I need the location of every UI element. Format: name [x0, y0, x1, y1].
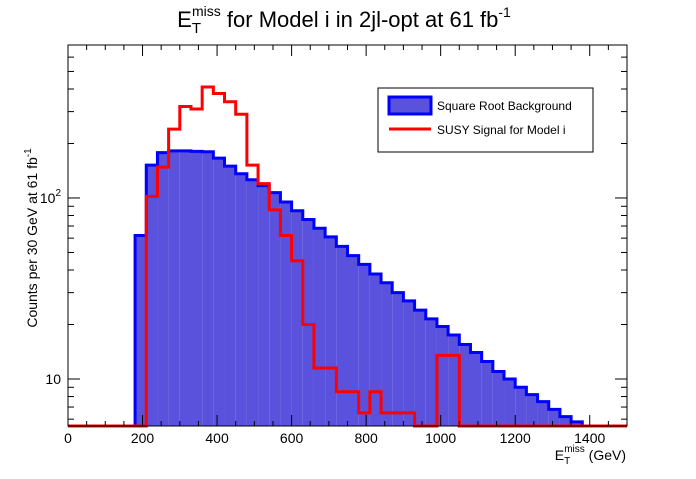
- background-bar: [280, 202, 292, 426]
- x-axis-label: ETmiss (GeV): [555, 444, 626, 467]
- background-bar: [470, 352, 482, 426]
- background-bar: [369, 274, 382, 426]
- title-rest: for Model i in 2jl-opt at 61 fb: [221, 7, 499, 32]
- background-bar: [559, 416, 572, 426]
- background-bar: [291, 210, 303, 426]
- title-sup: miss: [192, 3, 221, 19]
- x-tick-label: 1200: [500, 430, 531, 446]
- xlabel-sup: miss: [564, 444, 585, 455]
- x-tick-label: 600: [280, 430, 304, 446]
- background-bar: [571, 421, 583, 426]
- background-bar: [302, 219, 314, 426]
- y-tick-100-exp: 2: [55, 188, 61, 199]
- background-bar: [526, 394, 538, 426]
- background-bar: [235, 173, 247, 426]
- background-bar: [213, 158, 225, 426]
- title-main: E: [177, 7, 192, 32]
- xlabel-main: E: [555, 447, 564, 463]
- background-bar: [179, 150, 191, 427]
- x-tick-label: 0: [64, 430, 72, 446]
- chart-title: ETmiss for Model i in 2jl-opt at 61 fb-1: [177, 3, 511, 37]
- plot-layer: 0 200 400 600 800 1000 1200 1400: [64, 44, 628, 446]
- background-bar: [135, 235, 147, 426]
- background-bar: [392, 292, 404, 426]
- title-rest-sup: -1: [498, 4, 511, 20]
- x-tick-label: 800: [354, 430, 378, 446]
- background-bar: [157, 152, 169, 426]
- background-bar: [459, 344, 471, 426]
- background-bar: [224, 166, 236, 426]
- background-bar: [537, 401, 549, 426]
- background-bar: [436, 326, 449, 426]
- background-bar: [246, 179, 259, 426]
- background-bar: [515, 387, 527, 426]
- background-bar: [403, 300, 415, 426]
- title-sub: T: [192, 20, 201, 37]
- background-bar: [258, 185, 270, 426]
- background-bar: [336, 246, 348, 426]
- background-bar: [381, 282, 393, 426]
- legend-label-signal: SUSY Signal for Model i: [437, 123, 566, 137]
- background-bar: [358, 264, 370, 426]
- background-bar: [425, 318, 437, 426]
- legend: Square Root Background SUSY Signal for M…: [377, 87, 594, 153]
- background-bar: [347, 255, 359, 426]
- background-bar: [504, 379, 516, 426]
- background-bar: [481, 361, 493, 426]
- y-tick-label-10: 10: [45, 371, 61, 387]
- xlabel-rest: (GeV): [585, 447, 626, 463]
- xlabel-sub: T: [564, 456, 570, 467]
- background-bar: [313, 228, 326, 426]
- background-bar: [190, 151, 203, 426]
- background-bar: [325, 236, 337, 426]
- x-tick-label: 200: [131, 430, 155, 446]
- background-bar: [414, 310, 426, 426]
- legend-swatch-background: [387, 95, 433, 116]
- x-tick-label: 1000: [425, 430, 456, 446]
- background-bar: [202, 151, 214, 426]
- background-bar: [168, 150, 180, 427]
- y-axis-label: Counts per 30 GeV at 61 fb-1: [23, 148, 40, 328]
- background-bar: [448, 335, 460, 426]
- x-tick-label: 400: [205, 430, 229, 446]
- background-bar: [548, 409, 560, 426]
- background-bar: [146, 165, 158, 427]
- y-tick-100-base: 10: [40, 190, 56, 206]
- y-tick-label-100: 102: [40, 188, 62, 206]
- background-bar: [269, 192, 281, 426]
- ylabel-main: Counts per 30 GeV at 61 fb: [24, 157, 40, 328]
- ylabel-sup: -1: [23, 148, 34, 157]
- background-bar: [492, 371, 505, 426]
- background-outline: [133, 149, 584, 426]
- x-tick-label: 1400: [574, 430, 605, 446]
- legend-label-background: Square Root Background: [437, 99, 572, 113]
